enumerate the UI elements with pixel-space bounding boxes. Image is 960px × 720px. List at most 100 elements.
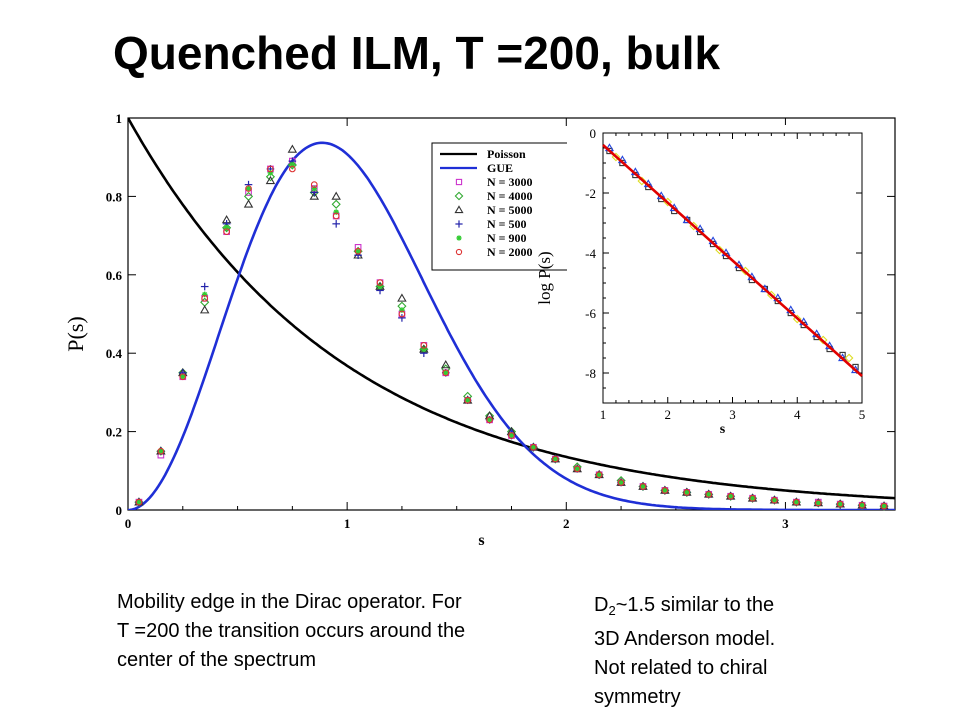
series-n900-point bbox=[136, 499, 142, 505]
series-n2000-point-shape bbox=[201, 294, 209, 302]
series-n900-point bbox=[596, 471, 602, 478]
legend-label: N = 4000 bbox=[487, 189, 533, 203]
series-n900-point bbox=[881, 503, 887, 509]
series-n900-point bbox=[837, 501, 844, 507]
caption-right-line-4: symmetry bbox=[594, 686, 681, 708]
legend-marker bbox=[455, 178, 463, 186]
main-ytick-label: 0.8 bbox=[106, 189, 123, 204]
legend-label: N = 3000 bbox=[487, 175, 533, 189]
series-n5000-point bbox=[265, 175, 276, 185]
series-n2000-point-shape bbox=[530, 443, 537, 451]
series-n5000-point-shape bbox=[309, 191, 320, 200]
main-xtick-label: 1 bbox=[344, 516, 351, 531]
series-n900-point bbox=[618, 479, 624, 486]
series-n2000-point-shape bbox=[442, 369, 450, 377]
series-n900-point bbox=[640, 483, 646, 490]
inset-xtick-label: 2 bbox=[665, 407, 672, 422]
caption-right-line-1-rest: ~1.5 similar to the bbox=[615, 594, 775, 616]
series-n2000-point bbox=[354, 247, 362, 255]
series-n5000-point-shape bbox=[265, 175, 276, 185]
series-n2000-point bbox=[793, 498, 800, 506]
legend-box bbox=[431, 142, 571, 271]
series-n2000-point bbox=[814, 499, 822, 507]
series-n4000-point-shape bbox=[265, 172, 276, 182]
series-n2000-point-shape bbox=[310, 181, 318, 188]
series-n4000-point bbox=[222, 223, 232, 233]
series-n2000-point-shape bbox=[420, 342, 428, 349]
page-title: Quenched ILM, T =200, bulk bbox=[113, 27, 721, 79]
series-n2000-point bbox=[880, 502, 888, 510]
series-n2000-point bbox=[179, 373, 187, 381]
main-xtick-label: 2 bbox=[563, 516, 570, 531]
series-n2000-point bbox=[530, 443, 537, 451]
series-n5000-point bbox=[441, 360, 451, 369]
legend-label: N = 2000 bbox=[487, 245, 533, 259]
inset-xtick-label: 5 bbox=[859, 407, 866, 422]
series-n900-point bbox=[705, 491, 712, 498]
inset-xaxis-label: s bbox=[720, 422, 726, 437]
series-n900-point bbox=[464, 397, 471, 404]
main-xtick-label: 3 bbox=[782, 516, 789, 531]
series-n2000-point-shape bbox=[836, 500, 844, 508]
series-n2000-point-shape bbox=[573, 465, 581, 473]
series-n2000-point-shape bbox=[289, 165, 296, 173]
series-n900-point bbox=[859, 502, 865, 509]
series-n4000-point-shape bbox=[222, 223, 232, 233]
caption-left: Mobility edge in the Dirac operator. For… bbox=[117, 591, 466, 671]
inset-ytick-label: -8 bbox=[585, 366, 596, 381]
series-n2000-point bbox=[551, 455, 559, 463]
series-n5000-point-shape bbox=[441, 360, 451, 369]
series-n2000-point-shape bbox=[793, 498, 800, 506]
caption-right-line-3: Not related to chiral bbox=[594, 657, 768, 679]
series-n2000-point-shape bbox=[551, 455, 559, 463]
series-n2000-point bbox=[310, 181, 318, 188]
caption-right: D2~1.5 similar to the 3D Anderson model.… bbox=[594, 591, 894, 712]
series-n2000-point-shape bbox=[135, 498, 143, 506]
series-n900-point bbox=[574, 466, 581, 472]
inset-series-n5000-point bbox=[715, 245, 724, 255]
d-subscript: 2 bbox=[608, 603, 616, 618]
main-yaxis-label: P(s) bbox=[63, 316, 88, 351]
main-ytick-label: 0 bbox=[116, 503, 123, 518]
inset-series-n5000-point-shape bbox=[844, 353, 854, 363]
main-ytick-label: 0.2 bbox=[106, 425, 122, 440]
series-n500-point bbox=[332, 220, 340, 228]
legend-marker-shape bbox=[455, 178, 463, 186]
series-n2000-point bbox=[683, 489, 691, 496]
legend-label: Poisson bbox=[487, 147, 526, 161]
series-n900-point bbox=[508, 432, 515, 439]
series-n2000-point-shape bbox=[595, 471, 603, 479]
legend-label: N = 500 bbox=[487, 217, 527, 231]
series-n5000-point bbox=[331, 191, 341, 200]
inset-ytick-label: -2 bbox=[585, 186, 596, 201]
series-n2000-point bbox=[617, 479, 625, 486]
series-n2000-point-shape bbox=[683, 489, 691, 496]
series-n900-point bbox=[442, 370, 449, 376]
series-n2000-point-shape bbox=[617, 479, 625, 486]
series-n2000-point-shape bbox=[376, 279, 384, 286]
series-n5000-point bbox=[199, 305, 210, 314]
series-n900-point bbox=[179, 373, 186, 380]
series-n2000-point bbox=[223, 228, 230, 236]
series-n2000-point bbox=[289, 165, 296, 173]
legend-marker bbox=[454, 191, 464, 201]
series-n2000-point-shape bbox=[354, 247, 362, 255]
series-n2000-point bbox=[639, 483, 647, 490]
series-n2000-point bbox=[486, 416, 493, 424]
series-n2000-point-shape bbox=[508, 432, 515, 439]
legend-marker bbox=[456, 235, 462, 241]
series-n2000-point bbox=[332, 212, 340, 220]
main-ytick-label: 1 bbox=[116, 111, 123, 126]
series-n2000-point bbox=[201, 294, 209, 302]
series-n4000-point-shape bbox=[287, 160, 297, 170]
series-n2000-point bbox=[464, 396, 472, 404]
series-n900-point bbox=[684, 489, 690, 496]
series-n2000-point bbox=[508, 432, 515, 439]
series-n2000-point bbox=[442, 369, 450, 377]
series-n2000-point-shape bbox=[727, 492, 734, 500]
inset-xtick-label: 3 bbox=[729, 407, 736, 422]
series-n2000-point-shape bbox=[267, 165, 274, 173]
legend-marker-shape bbox=[455, 248, 463, 256]
series-n2000-point-shape bbox=[858, 501, 866, 509]
